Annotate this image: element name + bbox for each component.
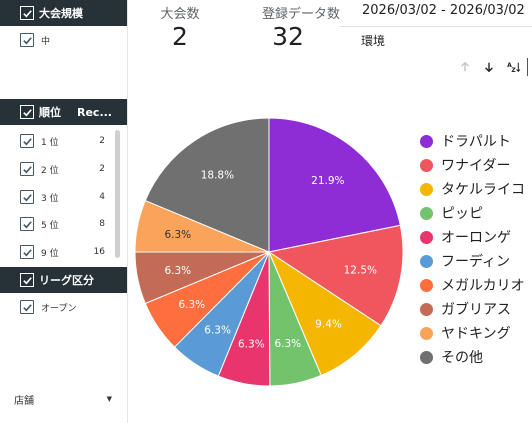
pie-slice-label: 6.3% — [178, 299, 205, 311]
checkbox-icon[interactable] — [20, 190, 34, 204]
pie-slice-label: 9.4% — [315, 318, 342, 330]
checkbox-icon[interactable] — [20, 134, 34, 148]
svg-text:Z: Z — [511, 67, 516, 73]
filter-rank-item[interactable]: 2 位 2 — [0, 160, 110, 178]
filter-rank-header[interactable]: 順位 Rec... — [0, 99, 127, 125]
checkbox-icon[interactable] — [20, 33, 34, 47]
filter-scale-title: 大会規模 — [39, 7, 83, 20]
filter-item-label: 中 — [41, 36, 51, 47]
filter-item-label: 1 位 — [41, 137, 59, 148]
filter-rank-item[interactable]: 3 位 4 — [0, 188, 110, 206]
legend-swatch — [420, 326, 433, 340]
legend-swatch — [420, 350, 433, 364]
pie-slice-label: 18.8% — [201, 170, 234, 182]
filter-league-item[interactable]: オープン — [0, 298, 110, 316]
legend-item[interactable]: ガブリアス — [420, 299, 511, 319]
panel-divider — [127, 0, 128, 423]
pie-slice[interactable] — [267, 224, 404, 327]
caret-down-icon: ▼ — [106, 395, 112, 403]
legend-swatch — [420, 182, 433, 196]
filter-rank-item[interactable]: 5 位 8 — [0, 215, 110, 233]
filter-rank-item[interactable]: 9 位 16 — [0, 243, 110, 261]
filter-item-label: オープン — [41, 303, 77, 314]
checkbox-icon[interactable] — [20, 217, 34, 231]
legend-label: タケルライコ — [441, 182, 525, 198]
tournament-count-label: 大会数 — [160, 7, 200, 22]
sort-az-icon[interactable]: A Z — [506, 60, 522, 74]
store-dropdown[interactable]: 店舗 ▼ — [14, 388, 112, 410]
tournament-count-value: 2 — [172, 22, 188, 51]
legend-swatch — [420, 158, 433, 172]
legend-label: オーロンゲ — [441, 230, 511, 246]
record-count-value: 32 — [272, 22, 304, 51]
environment-filter-label[interactable]: 環境 — [361, 34, 386, 48]
filter-rank-title: 順位 — [39, 106, 61, 119]
legend-label: その他 — [441, 350, 483, 366]
legend-label: ドラパルト — [441, 134, 511, 150]
legend-item[interactable]: ヤドキング — [420, 323, 511, 343]
filter-scale-header[interactable]: 大会規模 — [0, 0, 127, 26]
legend-item[interactable]: オーロンゲ — [420, 227, 511, 247]
legend-item[interactable]: ピッピ — [420, 203, 483, 223]
legend-item[interactable]: その他 — [420, 347, 483, 367]
pie-slice[interactable] — [267, 250, 382, 377]
date-range-underline — [340, 26, 532, 27]
filter-item-label: 5 位 — [41, 220, 59, 231]
legend-swatch — [420, 230, 433, 244]
pie-slice-label: 6.3% — [164, 265, 191, 277]
filter-league-header[interactable]: リーグ区分 — [0, 267, 127, 293]
record-count-label: 登録データ数 — [261, 7, 340, 22]
legend-item[interactable]: メガルカリオ — [420, 275, 525, 295]
toolbar-separator — [527, 58, 528, 76]
pie-slice-label: 21.9% — [311, 175, 344, 187]
filter-rank-col2: Rec... — [77, 105, 112, 119]
filter-item-count: 2 — [99, 164, 105, 174]
legend-item[interactable]: ドラパルト — [420, 131, 511, 151]
pie-slice-label: 6.3% — [274, 338, 301, 350]
checkbox-icon[interactable] — [20, 245, 34, 259]
pie-slice-label: 12.5% — [344, 265, 377, 277]
legend-swatch — [420, 254, 433, 268]
legend-swatch — [420, 206, 433, 220]
pie-slice[interactable] — [144, 117, 270, 253]
filter-item-count: 16 — [93, 247, 105, 257]
legend-swatch — [420, 302, 433, 316]
checkbox-icon[interactable] — [20, 300, 34, 314]
date-range-control[interactable]: 2026/03/02 - 2026/03/02 — [362, 3, 525, 18]
checkbox-icon[interactable] — [20, 162, 34, 176]
legend-swatch — [420, 278, 433, 292]
svg-text:A: A — [507, 62, 512, 69]
filter-item-label: 2 位 — [41, 165, 59, 176]
filter-item-label: 9 位 — [41, 248, 59, 259]
filter-league-title: リーグ区分 — [39, 274, 94, 287]
legend-item[interactable]: タケルライコ — [420, 179, 525, 199]
filter-item-count: 4 — [99, 192, 105, 202]
filter-item-count: 2 — [99, 136, 105, 146]
filter-rank-item[interactable]: 1 位 2 — [0, 132, 110, 150]
legend-item[interactable]: ワナイダー — [420, 155, 510, 175]
legend-label: ヤドキング — [441, 326, 511, 342]
legend-label: ピッピ — [441, 206, 483, 222]
checkbox-icon[interactable] — [20, 6, 34, 20]
filter-item-count: 8 — [99, 219, 105, 229]
checkbox-icon[interactable] — [20, 273, 34, 287]
legend-label: フーディン — [441, 254, 511, 270]
checkbox-icon[interactable] — [20, 105, 34, 119]
arrow-down-icon[interactable] — [482, 60, 496, 74]
filter-scale-item[interactable]: 中 — [0, 31, 110, 49]
pie-slice-label: 6.3% — [164, 229, 191, 241]
legend-label: メガルカリオ — [441, 278, 525, 294]
legend-label: ワナイダー — [441, 158, 511, 174]
filter-rank-scrollbar[interactable] — [115, 130, 120, 258]
arrow-up-icon[interactable] — [458, 60, 472, 74]
filter-item-label: 3 位 — [41, 193, 59, 204]
legend-item[interactable]: フーディン — [420, 251, 510, 271]
pie-slice-label: 6.3% — [238, 338, 265, 350]
pie-slice-label: 6.3% — [204, 325, 231, 337]
store-dropdown-label: 店舗 — [14, 395, 34, 407]
legend-swatch — [420, 134, 433, 148]
pie-slice[interactable] — [268, 117, 401, 253]
legend-label: ガブリアス — [441, 302, 511, 318]
